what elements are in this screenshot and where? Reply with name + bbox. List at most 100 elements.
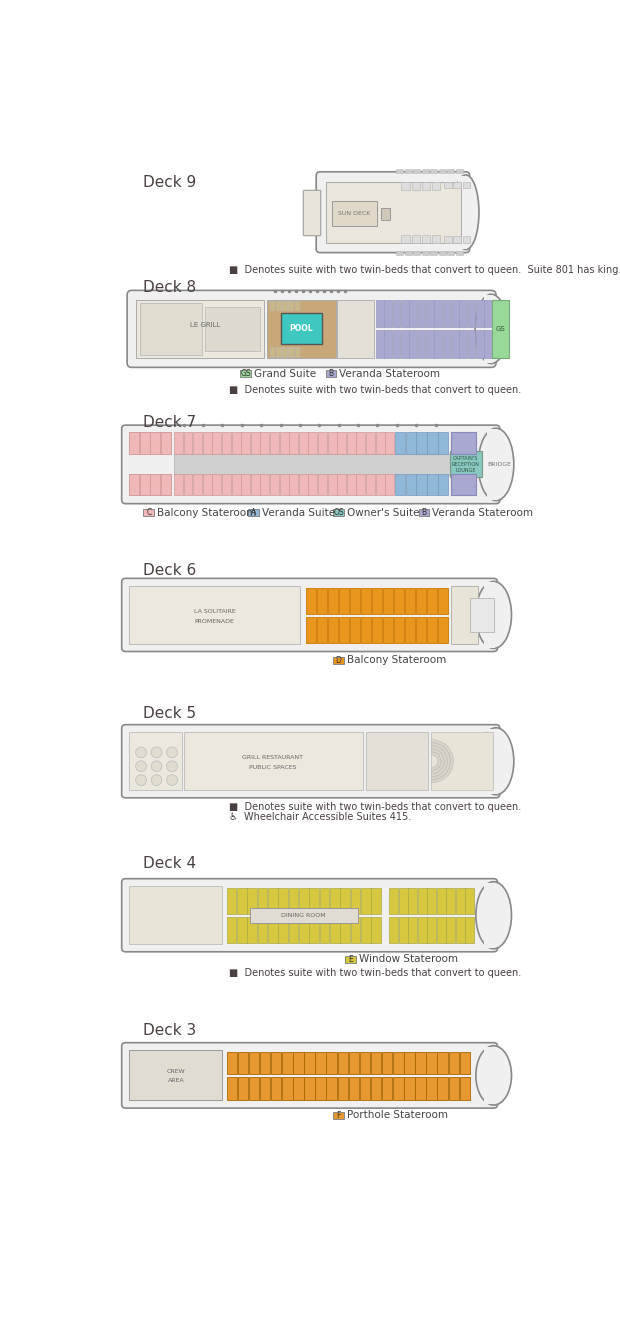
Bar [289,917,298,944]
Bar [276,302,280,311]
Bar [308,473,317,496]
Bar [458,175,467,249]
Bar [326,371,336,377]
Bar [304,1078,315,1099]
Bar [248,509,259,516]
Bar [227,1053,237,1074]
Bar [381,209,390,219]
Text: OS: OS [334,508,344,517]
Text: Deck 8: Deck 8 [143,280,197,295]
Bar [438,1078,448,1099]
Bar [351,917,360,944]
Bar [430,170,437,173]
Bar [339,617,349,643]
Bar [203,473,211,496]
Bar [427,888,436,914]
Bar [459,1053,470,1074]
Bar [434,331,442,358]
Bar [327,1053,337,1074]
Bar [340,917,350,944]
Text: PUBLIC SPACES: PUBLIC SPACES [249,766,296,769]
Text: AREA: AREA [167,1078,184,1083]
Bar [241,473,250,496]
Bar [260,1053,270,1074]
Bar [426,299,434,327]
Bar [237,888,247,914]
Bar [382,1053,392,1074]
Bar [372,617,383,643]
Bar [436,917,446,944]
Bar [130,586,300,643]
Bar [418,917,427,944]
Bar [249,908,358,924]
Bar [376,299,384,327]
Bar [366,473,375,496]
Bar [174,473,183,496]
Bar [289,473,298,496]
Bar [129,432,139,453]
Bar [376,432,384,453]
Text: PROMENADE: PROMENADE [195,618,234,623]
Bar [237,1053,248,1074]
Bar [280,432,288,453]
Bar [130,886,223,944]
Bar [360,1078,370,1099]
Bar [318,432,327,453]
Bar [327,473,337,496]
Bar [451,299,459,327]
Ellipse shape [476,881,512,949]
Bar [401,331,409,358]
Bar [130,732,182,791]
Bar [345,956,356,962]
Circle shape [167,775,177,785]
Bar [412,182,420,190]
Bar [453,237,461,243]
Bar [271,1078,281,1099]
FancyBboxPatch shape [316,171,470,253]
Bar [136,299,264,358]
Bar [399,888,408,914]
Bar [237,1078,248,1099]
Bar [427,1053,437,1074]
Bar [143,509,154,516]
Bar [471,598,494,633]
Bar [361,617,371,643]
Bar [413,170,420,173]
Bar [249,1078,259,1099]
Bar [309,888,319,914]
Bar [334,1112,344,1119]
Bar [418,509,429,516]
Bar [394,587,404,614]
Bar [361,917,371,944]
Bar [404,170,412,173]
Bar [330,888,340,914]
Bar [140,473,149,496]
Bar [293,1053,304,1074]
Bar [413,251,420,255]
Bar [299,917,309,944]
Bar [432,235,440,243]
Wedge shape [432,750,444,773]
Bar [402,235,410,243]
Bar [326,182,461,243]
Bar [418,888,427,914]
Text: BRIDGE: BRIDGE [488,462,512,466]
Bar [399,917,408,944]
Text: C: C [146,508,151,517]
Wedge shape [432,746,447,776]
Bar [385,432,394,453]
Text: GRILL RESTAURANT: GRILL RESTAURANT [242,755,303,760]
Bar [376,473,384,496]
Bar [270,347,275,356]
Text: LA SOLITAIRE: LA SOLITAIRE [194,609,236,614]
Bar [463,182,471,187]
Bar [299,888,309,914]
Bar [281,314,322,344]
Bar [340,888,350,914]
Bar [303,190,320,235]
Bar [289,888,298,914]
Text: A: A [251,508,256,517]
Bar [151,473,161,496]
Text: Grand Suite: Grand Suite [254,369,316,379]
Bar [356,473,365,496]
